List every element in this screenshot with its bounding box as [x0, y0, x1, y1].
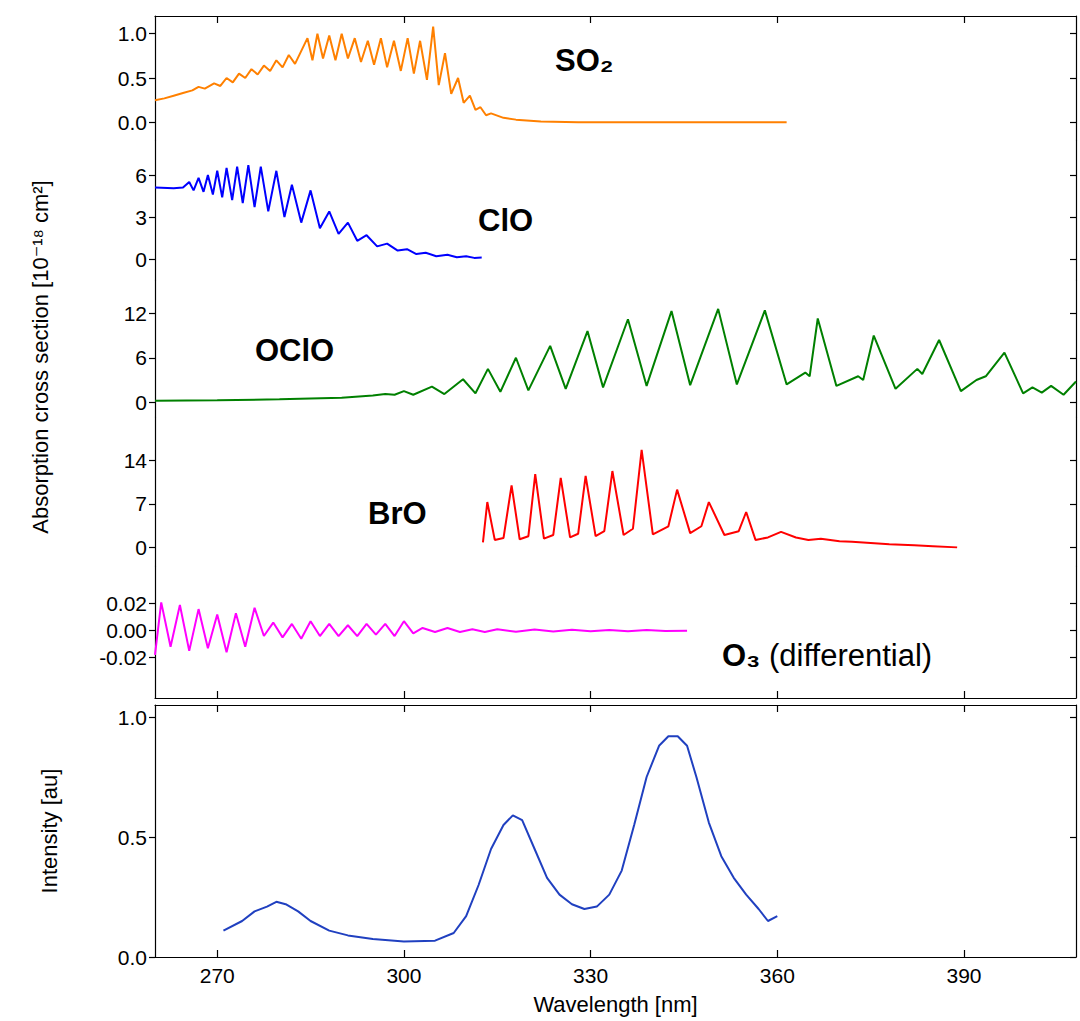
svg-text:390: 390: [946, 964, 981, 987]
svg-text:0.5: 0.5: [118, 826, 147, 849]
svg-text:Absorption cross section [10⁻¹: Absorption cross section [10⁻¹⁸ cm²]: [28, 180, 53, 533]
svg-text:0.0: 0.0: [118, 946, 147, 969]
svg-text:330: 330: [573, 964, 608, 987]
svg-text:300: 300: [386, 964, 421, 987]
svg-text:0.0: 0.0: [118, 111, 147, 134]
svg-text:0.00: 0.00: [106, 619, 147, 642]
svg-text:14: 14: [124, 449, 148, 472]
svg-text:(differential): (differential): [760, 638, 932, 673]
svg-text:7: 7: [135, 492, 147, 515]
svg-text:SO₂: SO₂: [555, 43, 614, 78]
svg-text:12: 12: [124, 302, 147, 325]
svg-text:1.0: 1.0: [118, 22, 147, 45]
svg-text:0.02: 0.02: [106, 592, 147, 615]
svg-text:-0.02: -0.02: [99, 646, 147, 669]
svg-text:BrO: BrO: [368, 496, 427, 531]
svg-text:Wavelength [nm]: Wavelength [nm]: [533, 992, 697, 1017]
svg-text:6: 6: [135, 164, 147, 187]
svg-text:360: 360: [760, 964, 795, 987]
svg-text:OClO: OClO: [255, 333, 334, 368]
svg-text:3: 3: [135, 206, 147, 229]
svg-text:ClO: ClO: [478, 203, 533, 238]
svg-text:0: 0: [135, 248, 147, 271]
svg-text:270: 270: [200, 964, 235, 987]
svg-text:6: 6: [135, 346, 147, 369]
svg-text:0: 0: [135, 536, 147, 559]
svg-text:O₃: O₃: [722, 638, 760, 673]
svg-text:1.0: 1.0: [118, 706, 147, 729]
svg-text:0: 0: [135, 391, 147, 414]
svg-text:0.5: 0.5: [118, 67, 147, 90]
svg-text:Intensity [au]: Intensity [au]: [37, 769, 62, 894]
